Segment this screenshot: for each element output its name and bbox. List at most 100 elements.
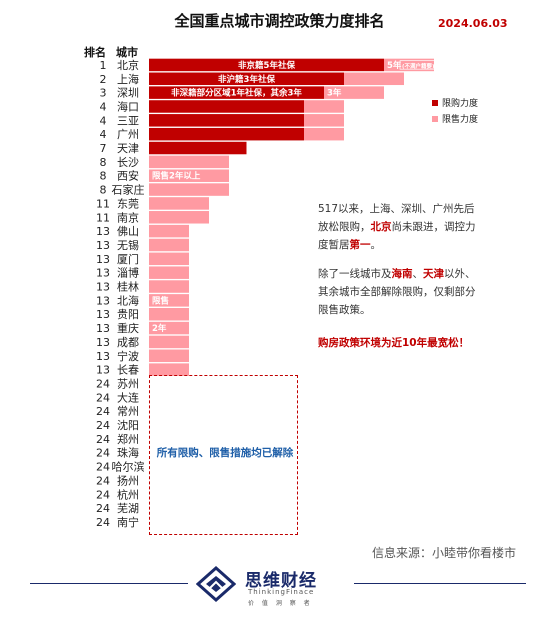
sale-bar — [324, 86, 384, 99]
sale-bar — [149, 238, 189, 252]
rank-label: 4 — [100, 100, 107, 113]
sale-bar — [149, 224, 189, 238]
city-label: 石家庄 — [112, 183, 145, 197]
rank-label: 13 — [96, 281, 110, 294]
city-label: 重庆 — [117, 321, 139, 335]
city-label: 海口 — [117, 99, 139, 113]
city-label: 沈阳 — [117, 418, 139, 432]
cleared-cities-box — [149, 375, 298, 535]
legend-swatch-purchase — [432, 99, 438, 106]
note1-first: 第一 — [349, 239, 371, 251]
legend-swatch-sale — [432, 115, 438, 122]
sale-bar — [149, 155, 229, 169]
rank-label: 7 — [100, 142, 107, 155]
rank-label: 24 — [96, 433, 110, 446]
note2-part-a: 除了一线城市及 — [318, 268, 392, 280]
city-label: 长春 — [117, 364, 139, 377]
rank-header: 排名 — [84, 46, 106, 59]
city-label: 常州 — [117, 405, 139, 418]
rank-label: 4 — [100, 128, 107, 141]
city-label: 芜湖 — [117, 501, 139, 515]
city-header: 城市 — [116, 46, 138, 59]
sale-bar — [304, 100, 344, 113]
note1-part-c: 尚未跟进，调控力度暂居 — [318, 221, 476, 251]
city-label: 上海 — [117, 72, 139, 86]
city-label: 郑州 — [117, 432, 139, 446]
bar-label: 2年 — [152, 323, 167, 334]
bar-label: 非深籍部分区域1年社保，其余3年 — [171, 88, 302, 99]
rank-label: 13 — [96, 350, 110, 363]
purchase-bar — [149, 72, 344, 86]
purchase-bar — [149, 100, 304, 113]
city-label: 北海 — [117, 293, 139, 307]
city-label: 南宁 — [117, 515, 139, 529]
rank-label: 8 — [100, 170, 107, 183]
rank-label: 24 — [96, 502, 110, 515]
rank-label: 13 — [96, 364, 110, 377]
sale-bar — [149, 252, 189, 266]
sale-bar — [149, 183, 229, 196]
city-label: 佛山 — [117, 225, 139, 238]
purchase-bar — [149, 141, 247, 155]
rank-label: 13 — [96, 294, 110, 307]
city-label: 深圳 — [117, 87, 139, 100]
city-label: 淄博 — [117, 267, 139, 280]
sale-bar — [149, 294, 189, 307]
city-label: 杭州 — [117, 487, 139, 501]
date-label: 2024.06.03 — [438, 17, 508, 30]
source-label: 信息来源：小睦带你看楼市 — [372, 546, 517, 560]
city-label: 扬州 — [117, 473, 139, 487]
city-label: 大连 — [117, 390, 139, 404]
note1-part-e: 。 — [370, 239, 382, 251]
purchase-bar — [149, 127, 304, 141]
rank-label: 13 — [96, 239, 110, 252]
city-label: 西安 — [117, 169, 139, 183]
bar-label: 限售2年以上 — [152, 171, 201, 182]
rank-label: 13 — [96, 253, 110, 266]
city-label: 无锡 — [117, 238, 139, 252]
sale-bar — [149, 349, 189, 363]
cleared-annotation: 所有限购、限售措施均已解除 — [156, 447, 294, 459]
note2-part-e: 以外、其余城市全部解除限购，仅剩部分限售政策。 — [318, 268, 476, 316]
rank-label: 11 — [96, 211, 110, 224]
sale-bar — [149, 211, 209, 224]
purchase-bar — [149, 86, 324, 99]
city-label: 成都 — [117, 336, 139, 349]
rank-label: 4 — [100, 114, 107, 127]
sale-bar — [149, 321, 189, 335]
city-label: 天津 — [117, 142, 139, 155]
sale-bar — [149, 307, 189, 321]
rank-label: 13 — [96, 225, 110, 238]
note1-beijing: 北京 — [370, 221, 392, 233]
sale-bar — [304, 127, 344, 141]
rank-label: 2 — [100, 73, 107, 86]
city-label: 贵阳 — [117, 308, 139, 321]
brand-tagline: 价 值 洞 察 者 — [248, 600, 313, 607]
city-label: 东莞 — [117, 197, 139, 210]
rank-label: 24 — [96, 377, 110, 390]
rank-label: 8 — [100, 184, 107, 197]
city-label: 北京 — [117, 58, 139, 72]
rank-label: 24 — [96, 516, 110, 529]
rank-label: 11 — [96, 197, 110, 210]
sale-bar — [344, 72, 404, 86]
bar-label: 非沪籍3年社保 — [218, 74, 275, 85]
note-other-cities: 除了一线城市及海南、天津以外、其余城市全部解除限购，仅剩部分限售政策。 — [318, 265, 478, 319]
rank-label: 1 — [100, 59, 107, 72]
rank-label: 13 — [96, 336, 110, 349]
bar-label: 5年 — [387, 60, 402, 71]
bar-label: 非京籍5年社保 — [238, 60, 295, 71]
city-label: 广州 — [117, 128, 139, 141]
sale-bar — [384, 58, 434, 72]
note-first-tier: 517以来，上海、深圳、广州先后放松限购，北京尚未跟进，调控力度暂居第一。 — [318, 200, 478, 254]
legend-label-sale: 限售力度 — [442, 115, 479, 125]
city-label: 长沙 — [117, 156, 139, 169]
rank-label: 24 — [96, 391, 110, 404]
rank-label: 24 — [96, 488, 110, 501]
note2-hainan: 海南 — [391, 268, 413, 280]
city-label: 三亚 — [117, 114, 139, 127]
sale-bar — [149, 335, 189, 349]
note1-part-a: 517以来，上海、深圳、广州先后放松限购， — [318, 203, 475, 233]
city-label: 苏州 — [117, 377, 139, 390]
